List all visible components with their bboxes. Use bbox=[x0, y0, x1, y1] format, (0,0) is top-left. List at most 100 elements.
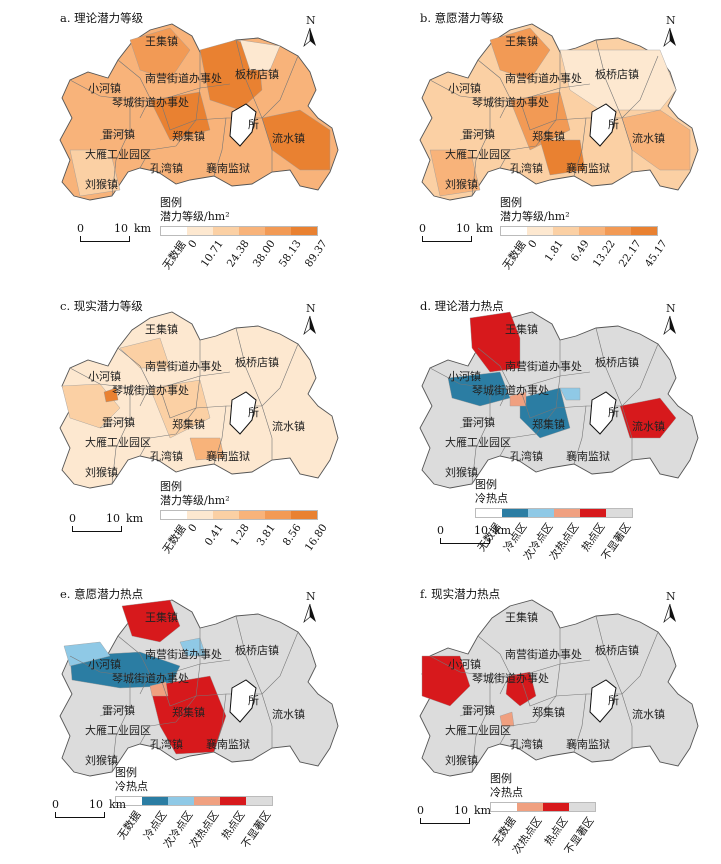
place-label: 所 bbox=[608, 694, 619, 707]
place-label: 板桥店镇 bbox=[235, 67, 279, 81]
legend-swatch bbox=[579, 227, 605, 235]
panel-title: d. 理论潜力热点 bbox=[420, 299, 504, 313]
legend-swatch bbox=[168, 797, 194, 805]
place-label: 郑集镇 bbox=[532, 129, 565, 143]
scale-bar: 0 10 km bbox=[437, 524, 520, 546]
place-label: 小河镇 bbox=[88, 657, 121, 671]
legend-swatch bbox=[161, 227, 187, 235]
place-label: 大雁工业园区 bbox=[445, 723, 511, 737]
place-label: 孔湾镇 bbox=[510, 161, 543, 175]
scale-unit-label: km bbox=[494, 524, 512, 537]
map-panel-c: c. 现实潜力等级 王集镇 南营街道办事处 板桥店镇 小河镇 琴城街道办事处 雷河镇 郑集镇 流… bbox=[0, 288, 360, 576]
legend-swatch bbox=[213, 227, 239, 235]
scale-ten-label: 10 bbox=[474, 524, 488, 537]
scale-unit-label: km bbox=[126, 512, 144, 525]
legend-tick-label: 3.81 bbox=[254, 522, 278, 549]
north-arrow-icon bbox=[310, 604, 316, 622]
place-label: 刘猴镇 bbox=[85, 465, 118, 479]
zone-fill bbox=[489, 27, 551, 81]
place-label: 所 bbox=[248, 406, 259, 419]
legend-tick-labels: 无数据 0 0.41 1.28 3.81 8.56 16.80 bbox=[160, 520, 330, 564]
legend-swatch bbox=[116, 797, 142, 805]
legend-title: 图例 bbox=[160, 196, 182, 209]
zone-fill bbox=[121, 599, 181, 643]
legend-swatch bbox=[291, 227, 317, 235]
place-label: 郑集镇 bbox=[172, 705, 205, 719]
panel-title: b. 意愿潜力等级 bbox=[420, 11, 504, 25]
place-label: 琴城街道办事处 bbox=[112, 95, 189, 109]
place-label: 所 bbox=[248, 118, 259, 131]
zone-fill bbox=[509, 91, 571, 151]
legend-swatches bbox=[500, 226, 658, 236]
legend-title: 图例 bbox=[160, 480, 182, 493]
place-label: 小河镇 bbox=[448, 369, 481, 383]
legend-swatch bbox=[543, 803, 569, 811]
place-label: 王集镇 bbox=[145, 34, 178, 48]
north-label: N bbox=[306, 302, 316, 315]
place-label: 南营街道办事处 bbox=[145, 359, 222, 373]
zone-fill bbox=[539, 139, 586, 176]
place-label: 王集镇 bbox=[505, 322, 538, 336]
scale-zero-label: 0 bbox=[437, 524, 444, 537]
legend-tick-label: 0 bbox=[186, 238, 200, 251]
zone-fill bbox=[69, 149, 121, 197]
town-boundaries bbox=[429, 327, 659, 485]
town-boundaries bbox=[69, 39, 299, 197]
zone-fill bbox=[469, 311, 521, 373]
scale-zero-label: 0 bbox=[69, 512, 76, 525]
place-label: 流水镇 bbox=[632, 131, 665, 145]
north-arrow-icon bbox=[663, 603, 671, 624]
legend-swatch bbox=[491, 803, 517, 811]
urban-area bbox=[589, 679, 617, 723]
north-arrow-icon bbox=[663, 27, 671, 48]
legend: 图例 潜力等级/hm² 无数据 0 1.81 6.49 13.22 22.17 45.17 bbox=[500, 196, 670, 280]
place-label: 琴城街道办事处 bbox=[112, 383, 189, 397]
place-label: 流水镇 bbox=[632, 419, 665, 433]
place-label: 板桥店镇 bbox=[235, 355, 279, 369]
urban-area bbox=[589, 103, 617, 147]
place-label: 雷河镇 bbox=[102, 703, 135, 717]
legend-swatches bbox=[475, 508, 633, 518]
place-label: 小河镇 bbox=[88, 369, 121, 383]
place-label: 大雁工业园区 bbox=[445, 147, 511, 161]
scale-bar: 0 10 km bbox=[52, 798, 135, 820]
scale-bar-line bbox=[440, 538, 490, 544]
legend-subtitle: 潜力等级/hm² bbox=[500, 210, 570, 223]
scale-zero-label: 0 bbox=[52, 798, 59, 811]
zone-fill bbox=[499, 711, 515, 727]
legend: 图例 冷热点 无数据 冷点区 次冷点区 次热点区 热点区 不显著区 bbox=[475, 478, 633, 562]
place-label: 刘猴镇 bbox=[85, 753, 118, 767]
legend-swatch bbox=[291, 511, 317, 519]
map-panel-e: e. 意愿潜力热点 王集镇 南营街道办事处 板桥店镇 小河镇 琴城街道办事处 雷河镇 郑集镇 流… bbox=[0, 576, 360, 864]
legend-swatch bbox=[502, 509, 528, 517]
legend-tick-labels: 无数据 0 10.71 24.38 38.00 58.13 89.37 bbox=[160, 236, 330, 280]
legend-swatch bbox=[239, 511, 265, 519]
region-outline bbox=[419, 599, 699, 777]
map-panel-b: b. 意愿潜力等级 王集镇 南营街道办事处 板桥店镇 小河镇 琴城街道办事处 雷河镇 郑集镇 流… bbox=[360, 0, 720, 288]
legend-swatch bbox=[517, 803, 543, 811]
legend-tick-label: 24.38 bbox=[224, 238, 252, 270]
legend-tick-label: 58.13 bbox=[276, 238, 304, 270]
place-label: 王集镇 bbox=[505, 34, 538, 48]
town-boundaries bbox=[429, 39, 659, 197]
legend: 图例 潜力等级/hm² 无数据 0 0.41 1.28 3.81 8.56 16.80 bbox=[160, 480, 330, 564]
scale-ten-label: 10 bbox=[106, 512, 120, 525]
north-arrow-icon bbox=[303, 603, 311, 624]
place-label: 大雁工业园区 bbox=[85, 723, 151, 737]
legend-swatches bbox=[115, 796, 273, 806]
scale-bar: 0 10 km bbox=[419, 222, 502, 244]
zone-fill bbox=[63, 641, 111, 667]
place-label: 小河镇 bbox=[448, 657, 481, 671]
urban-area bbox=[589, 391, 617, 435]
north-arrow-icon bbox=[310, 316, 316, 334]
place-label: 大雁工业园区 bbox=[445, 435, 511, 449]
legend-swatch bbox=[246, 797, 272, 805]
legend-tick-label: 0 bbox=[526, 238, 540, 251]
place-label: 孔湾镇 bbox=[150, 449, 183, 463]
place-label: 流水镇 bbox=[272, 707, 305, 721]
zone-fill bbox=[619, 397, 677, 439]
